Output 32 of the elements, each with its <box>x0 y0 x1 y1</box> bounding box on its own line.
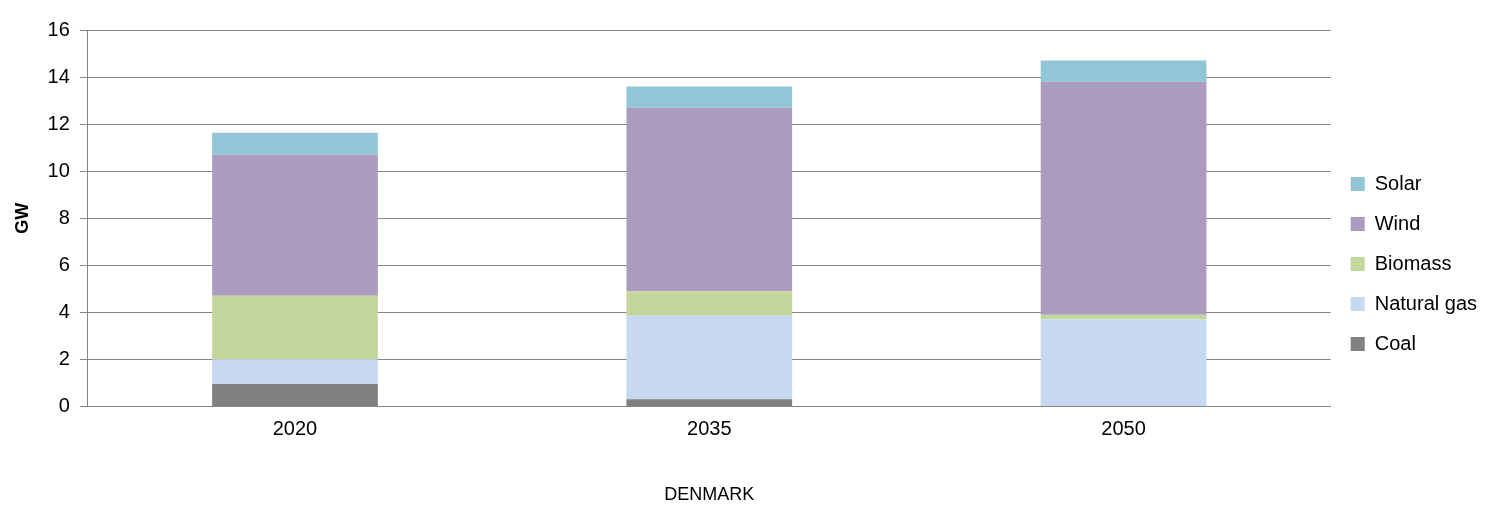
bar <box>212 132 378 155</box>
y-tick-label: 10 <box>47 158 70 181</box>
y-tick-label: 2 <box>58 346 70 369</box>
y-axis-title: GW <box>11 202 32 234</box>
x-axis-title: DENMARK <box>664 484 755 505</box>
y-tick-label: 0 <box>58 393 70 416</box>
bar <box>1040 81 1207 315</box>
y-tick-label: 8 <box>58 205 70 228</box>
bar <box>626 399 793 406</box>
legend-label: Biomass <box>1374 251 1452 274</box>
bar <box>626 315 793 400</box>
x-tick-label: 2050 <box>1101 416 1146 439</box>
bar <box>212 295 378 360</box>
y-tick-label: 4 <box>58 299 70 322</box>
bar <box>1040 60 1207 82</box>
y-tick-label: 12 <box>47 111 70 134</box>
legend-label: Coal <box>1374 331 1416 354</box>
legend-label: Natural gas <box>1374 291 1478 314</box>
y-tick-label: 6 <box>58 252 70 275</box>
bar <box>626 107 793 292</box>
bar <box>212 359 378 385</box>
x-tick-label: 2020 <box>272 416 318 439</box>
x-tick-label: 2035 <box>687 416 732 439</box>
bar <box>212 154 378 296</box>
y-tick-label: 16 <box>47 17 70 40</box>
legend-label: Solar <box>1374 171 1422 194</box>
bar <box>626 291 793 316</box>
bar <box>1040 319 1207 406</box>
bar <box>626 86 793 108</box>
bar <box>212 384 378 406</box>
legend-label: Wind <box>1374 211 1421 234</box>
y-tick-label: 14 <box>47 64 70 87</box>
